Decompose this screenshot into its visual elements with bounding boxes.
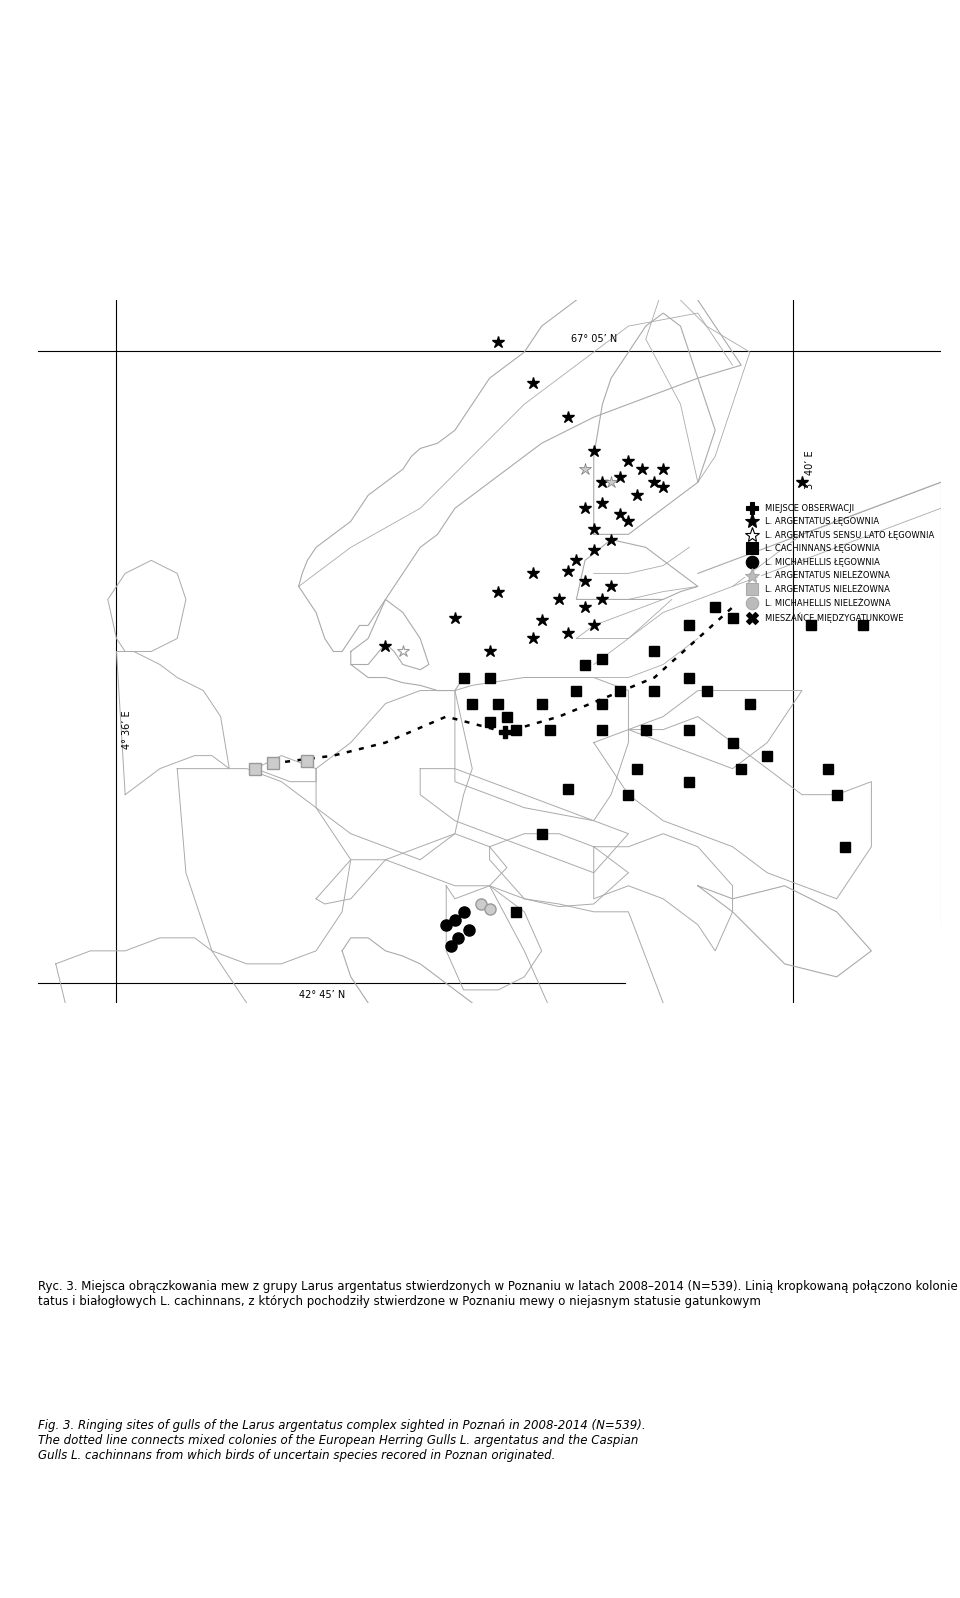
Text: 42° 45’ N: 42° 45’ N bbox=[299, 989, 345, 1000]
Text: Fig. 3. Ringing sites of gulls of the Larus argentatus complex sighted in Poznań: Fig. 3. Ringing sites of gulls of the La… bbox=[38, 1419, 646, 1462]
Text: 4° 36’ E: 4° 36’ E bbox=[122, 710, 132, 749]
Legend: MIEJSCE OBSERWACJI, L. ARGENTATUS ŁĘGOWNIA, L. ARGENTATUS SENSU LATO ŁĘGOWNIA, L: MIEJSCE OBSERWACJI, L. ARGENTATUS ŁĘGOWN… bbox=[741, 502, 937, 625]
Text: Ryc. 3. Miejsca obrączkowania mew z grupy Larus argentatus stwierdzonych w Pozna: Ryc. 3. Miejsca obrączkowania mew z grup… bbox=[38, 1280, 960, 1307]
Text: 3° 40’ E: 3° 40’ E bbox=[805, 451, 815, 489]
Text: 67° 05’ N: 67° 05’ N bbox=[570, 334, 617, 344]
